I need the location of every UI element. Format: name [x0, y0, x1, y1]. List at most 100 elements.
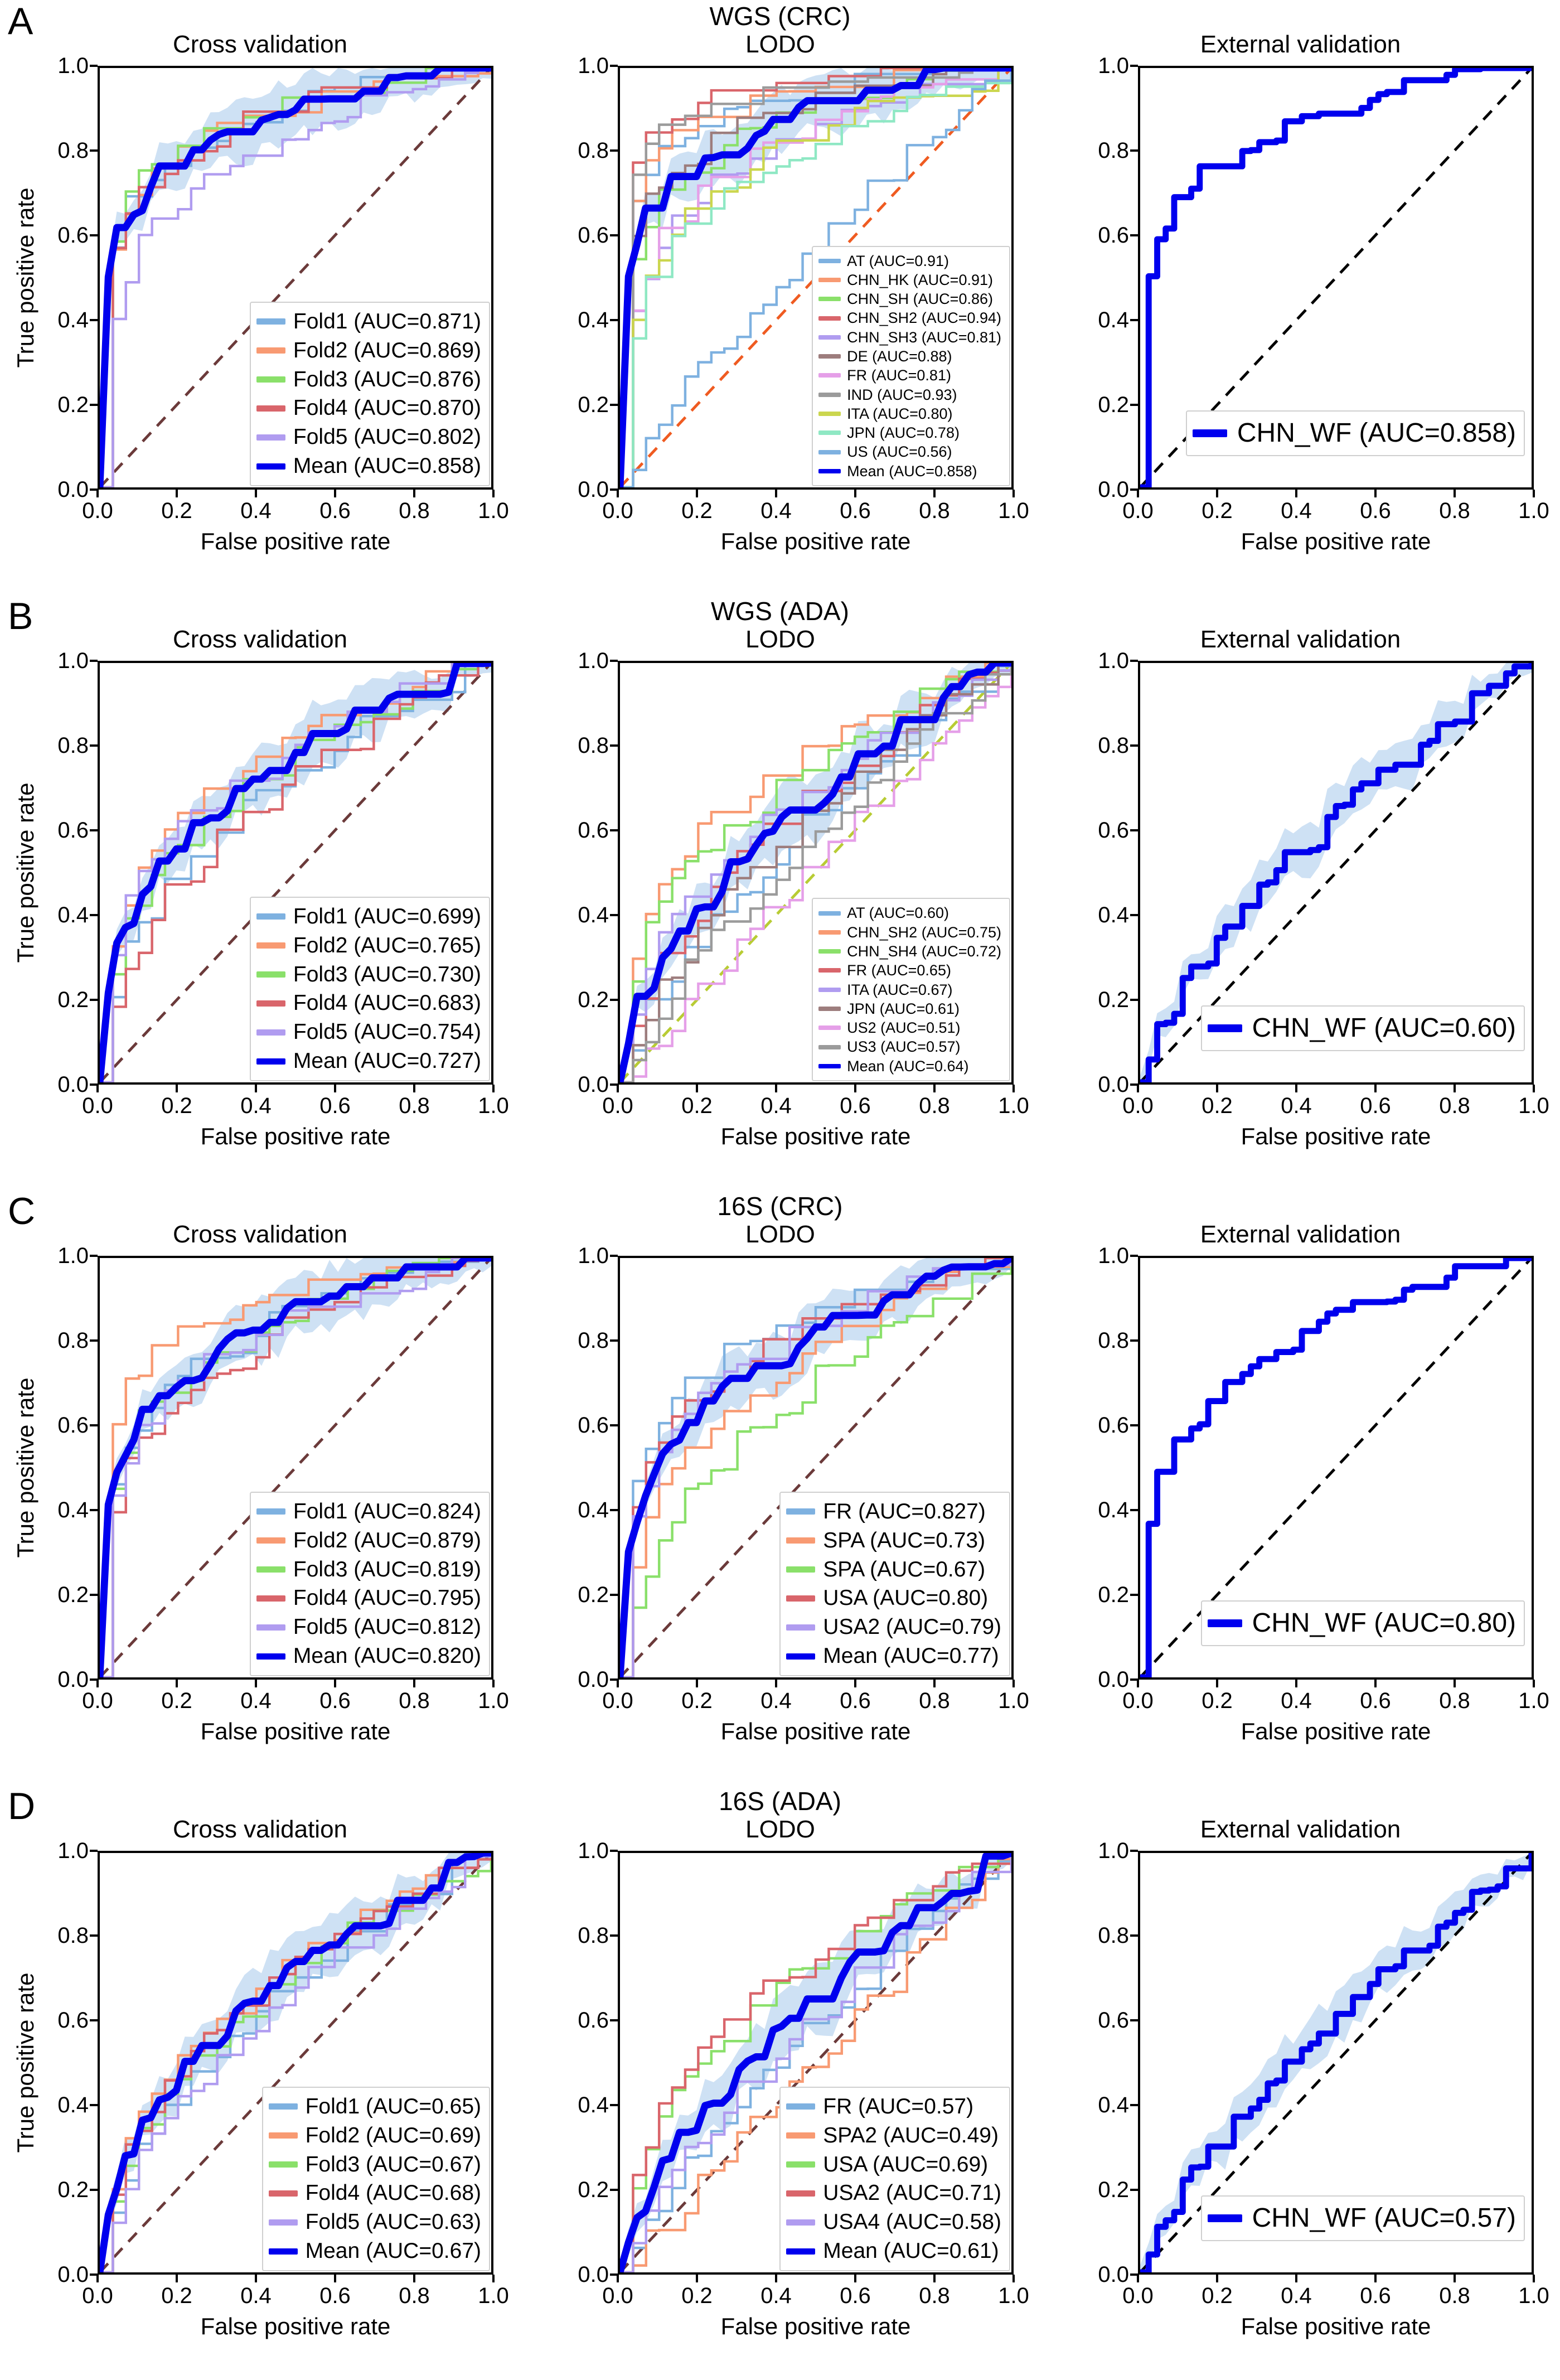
legend-item[interactable]: US2 (AUC=0.51) [818, 1018, 1001, 1037]
legend-item[interactable]: USA4 (AUC=0.58) [786, 2208, 1001, 2237]
x-tick-label: 0.2 [161, 1689, 192, 1713]
legend-item[interactable]: ITA (AUC=0.67) [818, 980, 1001, 999]
x-tick-mark [96, 2275, 99, 2282]
legend-color-swatch [818, 987, 841, 992]
x-tick-label: 0.2 [161, 2284, 192, 2308]
x-tick-label: 0.6 [840, 1689, 871, 1713]
legend-item[interactable]: Fold2 (AUC=0.879) [256, 1526, 481, 1555]
y-tick-mark [1130, 234, 1138, 236]
legend-item[interactable]: Mean (AUC=0.64) [818, 1057, 1001, 1076]
legend-color-swatch [256, 376, 285, 383]
legend-item[interactable]: Fold2 (AUC=0.69) [268, 2121, 481, 2150]
legend-item[interactable]: Fold1 (AUC=0.65) [268, 2092, 481, 2121]
y-tick-label: 0.2 [1098, 1583, 1129, 1607]
x-tick-mark [1374, 1085, 1377, 1092]
legend-item[interactable]: FR (AUC=0.57) [786, 2092, 1001, 2121]
legend-item[interactable]: Fold3 (AUC=0.876) [256, 365, 481, 394]
legend-item[interactable]: USA2 (AUC=0.79) [786, 1613, 1001, 1642]
legend-item[interactable]: Mean (AUC=0.61) [786, 2237, 1001, 2266]
legend-color-swatch [256, 913, 285, 920]
legend-item[interactable]: JPN (AUC=0.78) [818, 423, 1001, 442]
x-tick-label: 1.0 [1518, 499, 1549, 523]
legend-item[interactable]: CHN_WF (AUC=0.57) [1207, 2201, 1516, 2236]
legend-item[interactable]: CHN_WF (AUC=0.858) [1192, 416, 1516, 451]
legend-color-swatch [818, 1025, 841, 1031]
legend-item[interactable]: Fold5 (AUC=0.754) [256, 1018, 481, 1047]
x-tick-mark [413, 1085, 415, 1092]
legend-item[interactable]: Mean (AUC=0.67) [268, 2237, 481, 2266]
legend-item[interactable]: JPN (AUC=0.61) [818, 999, 1001, 1018]
legend-item[interactable]: Fold3 (AUC=0.730) [256, 960, 481, 989]
legend-item[interactable]: AT (AUC=0.91) [818, 251, 1001, 270]
x-tick-mark [96, 1085, 99, 1092]
legend-item[interactable]: CHN_WF (AUC=0.80) [1207, 1606, 1516, 1641]
x-tick-mark [696, 1085, 698, 1092]
legend-item[interactable]: Fold1 (AUC=0.824) [256, 1497, 481, 1526]
legend-item-label: CHN_WF (AUC=0.60) [1252, 1013, 1516, 1043]
legend-item[interactable]: IND (AUC=0.93) [818, 385, 1001, 404]
legend-item[interactable]: Mean (AUC=0.858) [818, 462, 1001, 481]
legend-item[interactable]: ITA (AUC=0.80) [818, 404, 1001, 423]
plot-area: 0.0 0.2 0.4 0.6 0.8 1.0 0.0 0.2 0.4 0.6 0.8 1.0 Fals… [12, 1245, 509, 1743]
legend-item[interactable]: CHN_SH (AUC=0.86) [818, 289, 1001, 308]
legend-item-label: CHN_WF (AUC=0.57) [1252, 2203, 1516, 2233]
y-tick-label: 0.0 [578, 1072, 609, 1097]
plot-area: 0.0 0.2 0.4 0.6 0.8 1.0 0.0 0.2 0.4 0.6 0.8 1.0 Fals… [578, 650, 1029, 1148]
legend-item[interactable]: Mean (AUC=0.858) [256, 452, 481, 481]
legend-item-label: FR (AUC=0.827) [823, 1499, 986, 1523]
legend-item[interactable]: Fold5 (AUC=0.63) [268, 2208, 481, 2237]
legend-item[interactable]: USA (AUC=0.69) [786, 2150, 1001, 2179]
legend-item[interactable]: CHN_SH4 (AUC=0.72) [818, 942, 1001, 961]
legend-item[interactable]: Mean (AUC=0.727) [256, 1047, 481, 1076]
legend-color-swatch [786, 1508, 816, 1515]
legend-item[interactable]: US3 (AUC=0.57) [818, 1037, 1001, 1056]
subplot-ext: External validation 0.0 0.2 0.4 0.6 0.8 1.0 0.0… [1040, 595, 1560, 1190]
legend-color-swatch [786, 1595, 816, 1602]
legend-item[interactable]: Fold4 (AUC=0.683) [256, 989, 481, 1018]
legend-item[interactable]: Fold5 (AUC=0.812) [256, 1613, 481, 1642]
legend-item[interactable]: Fold2 (AUC=0.869) [256, 336, 481, 365]
legend-item-label: FR (AUC=0.65) [847, 962, 951, 979]
legend-item[interactable]: Fold5 (AUC=0.802) [256, 423, 481, 452]
x-axis-label: False positive rate [1241, 1123, 1431, 1149]
y-tick-mark [90, 65, 98, 67]
legend-item[interactable]: CHN_SH2 (AUC=0.94) [818, 308, 1001, 327]
legend-item[interactable]: Fold2 (AUC=0.765) [256, 931, 481, 960]
roc-curve [620, 68, 1011, 487]
legend-item[interactable]: Fold4 (AUC=0.870) [256, 394, 481, 423]
legend-item[interactable]: Fold1 (AUC=0.699) [256, 902, 481, 931]
legend-item[interactable]: USA2 (AUC=0.71) [786, 2179, 1001, 2208]
legend-item[interactable]: AT (AUC=0.60) [818, 903, 1001, 922]
plot-area: 0.0 0.2 0.4 0.6 0.8 1.0 0.0 0.2 0.4 0.6 0.8 1.0 Fals… [12, 650, 509, 1148]
y-tick-label: 0.0 [57, 477, 89, 502]
legend-item[interactable]: SPA2 (AUC=0.49) [786, 2121, 1001, 2150]
legend-item[interactable]: CHN_HK (AUC=0.91) [818, 270, 1001, 289]
legend-item[interactable]: CHN_SH2 (AUC=0.75) [818, 923, 1001, 942]
legend-item[interactable]: US (AUC=0.56) [818, 442, 1001, 461]
legend-item[interactable]: FR (AUC=0.65) [818, 961, 1001, 980]
y-axis-label: True positive rate [12, 1377, 38, 1558]
legend-item[interactable]: Fold4 (AUC=0.68) [268, 2179, 481, 2208]
y-tick-label: 0.8 [578, 1328, 609, 1353]
legend-item[interactable]: SPA (AUC=0.73) [786, 1526, 1001, 1555]
legend-color-swatch [268, 2161, 298, 2168]
x-tick-mark [696, 490, 698, 497]
legend-item[interactable]: Fold3 (AUC=0.67) [268, 2150, 481, 2179]
y-tick-mark [90, 1083, 98, 1086]
legend-item[interactable]: FR (AUC=0.81) [818, 366, 1001, 385]
legend-item-label: Fold2 (AUC=0.869) [293, 338, 481, 362]
legend-item[interactable]: Fold1 (AUC=0.871) [256, 307, 481, 336]
legend-item[interactable]: Mean (AUC=0.77) [786, 1642, 1001, 1671]
legend-item[interactable]: FR (AUC=0.827) [786, 1497, 1001, 1526]
y-tick-label: 1.0 [578, 1244, 609, 1268]
legend-item[interactable]: Fold4 (AUC=0.795) [256, 1584, 481, 1613]
y-tick-label: 0.0 [1098, 2262, 1129, 2287]
panel-letter: A [8, 0, 33, 42]
legend-item[interactable]: USA (AUC=0.80) [786, 1584, 1001, 1613]
legend-item[interactable]: Mean (AUC=0.820) [256, 1642, 481, 1671]
legend-item[interactable]: Fold3 (AUC=0.819) [256, 1555, 481, 1584]
legend-item[interactable]: CHN_WF (AUC=0.60) [1207, 1011, 1516, 1046]
legend-item[interactable]: SPA (AUC=0.67) [786, 1555, 1001, 1584]
legend-item[interactable]: CHN_SH3 (AUC=0.81) [818, 328, 1001, 347]
legend-item[interactable]: DE (AUC=0.88) [818, 347, 1001, 366]
